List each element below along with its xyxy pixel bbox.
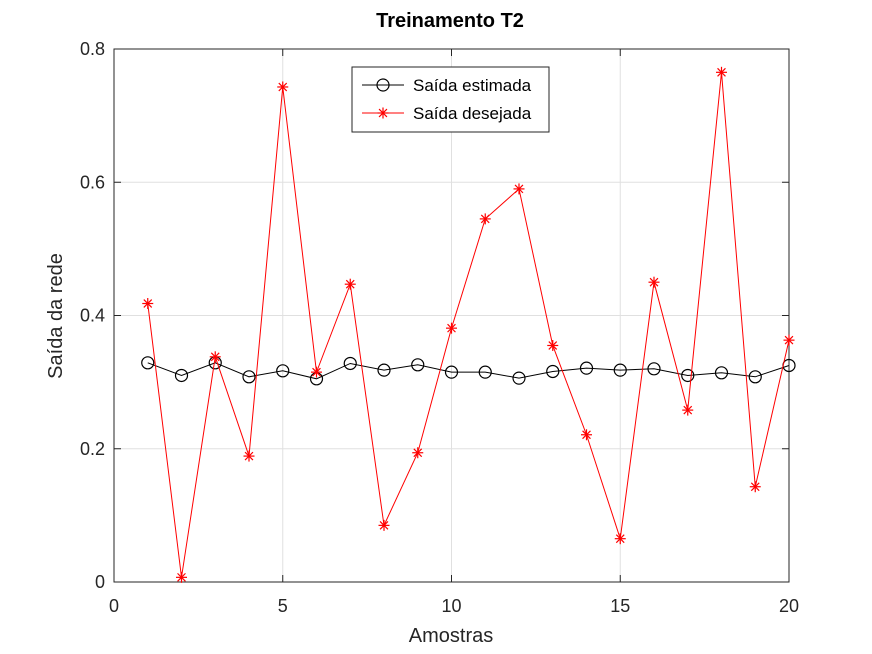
data-point-desired bbox=[614, 533, 626, 545]
y-axis-label: Saída da rede bbox=[45, 253, 67, 379]
legend-label-desired: Saída desejada bbox=[413, 104, 532, 123]
data-point-estimated bbox=[343, 356, 357, 371]
y-tick-label: 0.6 bbox=[80, 172, 105, 192]
series-line-desired bbox=[147, 72, 790, 578]
data-point-estimated bbox=[546, 364, 560, 379]
data-point-desired bbox=[716, 66, 727, 78]
x-tick-label: 0 bbox=[109, 596, 119, 616]
series-layer bbox=[141, 66, 796, 583]
data-point-estimated bbox=[141, 356, 155, 370]
grid bbox=[114, 49, 789, 582]
data-point-desired bbox=[412, 447, 424, 459]
data-point-estimated bbox=[512, 371, 526, 385]
x-axis-label: Amostras bbox=[409, 625, 493, 647]
data-point-estimated bbox=[681, 368, 695, 383]
ticks: 0 5 10 15 20 0 0.2 0.4 0.6 0.8 bbox=[80, 39, 799, 616]
legend-box bbox=[351, 66, 550, 133]
data-point-estimated bbox=[647, 362, 661, 376]
data-point-desired bbox=[513, 183, 525, 195]
y-tick-label: 0 bbox=[95, 572, 105, 592]
data-point-desired bbox=[277, 81, 289, 93]
data-point-desired bbox=[344, 278, 356, 290]
data-point-estimated bbox=[174, 368, 189, 383]
data-point-estimated bbox=[276, 364, 290, 378]
data-point-estimated bbox=[377, 363, 391, 377]
y-tick-label: 0.4 bbox=[80, 306, 105, 326]
legend-marker-estimated bbox=[376, 78, 390, 92]
data-point-desired bbox=[176, 571, 187, 583]
legend-item-estimated: Saída estimada bbox=[362, 76, 532, 95]
data-point-desired bbox=[209, 351, 221, 363]
legend-item-desired: Saída desejada bbox=[362, 104, 532, 123]
data-point-desired bbox=[479, 213, 491, 225]
x-tick-label: 15 bbox=[610, 596, 630, 616]
data-point-desired bbox=[446, 322, 457, 334]
data-point-desired bbox=[783, 334, 795, 346]
data-point-estimated bbox=[444, 365, 459, 379]
data-point-estimated bbox=[411, 358, 425, 372]
data-point-desired bbox=[311, 366, 322, 378]
x-tick-label: 20 bbox=[779, 596, 799, 616]
series-desired bbox=[142, 66, 795, 583]
y-tick-label: 0.8 bbox=[80, 39, 105, 59]
data-point-desired bbox=[581, 429, 592, 441]
data-point-estimated bbox=[714, 366, 729, 380]
data-point-estimated bbox=[579, 361, 594, 375]
x-tick-label: 5 bbox=[278, 596, 288, 616]
chart-title: Treinamento T2 bbox=[376, 10, 524, 32]
data-point-desired bbox=[749, 481, 761, 493]
legend-marker-desired bbox=[377, 107, 389, 119]
data-point-estimated bbox=[478, 365, 492, 379]
data-point-estimated bbox=[748, 370, 762, 384]
data-point-estimated bbox=[242, 370, 256, 384]
data-point-desired bbox=[142, 298, 154, 310]
data-point-desired bbox=[243, 450, 255, 462]
data-point-desired bbox=[682, 404, 694, 416]
data-point-desired bbox=[378, 519, 390, 531]
x-tick-label: 10 bbox=[441, 596, 461, 616]
y-tick-label: 0.2 bbox=[80, 439, 105, 459]
data-point-desired bbox=[547, 339, 559, 351]
data-point-desired bbox=[648, 276, 660, 288]
data-point-estimated bbox=[613, 363, 627, 377]
legend: Saída estimada Saída desejada bbox=[351, 66, 550, 133]
legend-label-estimated: Saída estimada bbox=[413, 76, 532, 95]
